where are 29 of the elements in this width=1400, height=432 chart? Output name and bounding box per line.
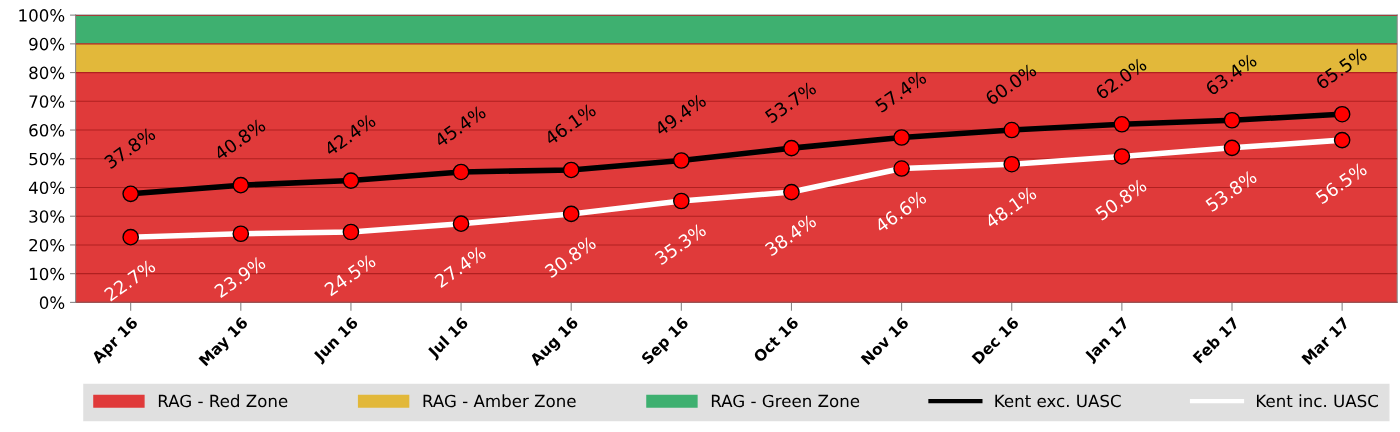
- point: [562, 161, 580, 179]
- y-tick-label: 40%: [28, 181, 65, 195]
- point: [122, 185, 140, 203]
- point: [342, 172, 360, 189]
- y-tick-label: 20%: [29, 238, 65, 252]
- y-tick-label: 100%: [19, 9, 65, 22]
- y-tick-label: 50%: [29, 152, 65, 166]
- legend-label: RAG - Red Zone: [158, 394, 288, 408]
- point: [672, 152, 690, 169]
- y-tick-label: 90%: [29, 37, 65, 51]
- point: [783, 139, 800, 157]
- y-tick-label: 80%: [29, 66, 65, 80]
- point: [1333, 105, 1351, 123]
- x-tick-label: Oct 16: [752, 316, 800, 363]
- legend-label: Kent inc. UASC: [1256, 394, 1378, 408]
- y-tick-label: 30%: [29, 210, 65, 223]
- legend-label: RAG - Green Zone: [711, 394, 860, 408]
- y-tick-label: 70%: [29, 95, 65, 108]
- legend-label: Kent exc. UASC: [995, 394, 1121, 408]
- y-tick-label: 0%: [39, 296, 65, 309]
- point: [1003, 121, 1021, 139]
- point: [893, 129, 910, 146]
- point: [232, 176, 250, 194]
- point: [452, 163, 470, 181]
- y-tick-label: 10%: [29, 267, 65, 281]
- legend-label: RAG - Amber Zone: [423, 394, 576, 408]
- y-tick-label: 60%: [29, 123, 65, 137]
- point: [1113, 115, 1131, 133]
- point: [1223, 111, 1241, 129]
